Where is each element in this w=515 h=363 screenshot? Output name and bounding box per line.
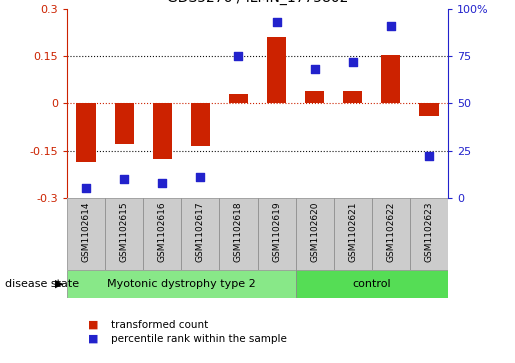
Bar [419,103,439,116]
Bar [181,198,219,270]
Bar [67,198,105,270]
Bar [296,270,448,298]
Text: GSM1102620: GSM1102620 [310,201,319,262]
Point [234,53,243,59]
Bar [382,55,401,103]
Bar [114,103,134,144]
Bar [372,198,410,270]
Text: disease state: disease state [5,279,79,289]
Point [196,174,204,180]
Point [425,154,433,159]
Bar [67,270,296,298]
Bar [296,198,334,270]
Point [82,185,90,191]
Title: GDS5276 / ILMN_1775802: GDS5276 / ILMN_1775802 [167,0,348,5]
Bar [76,103,96,162]
Bar [143,198,181,270]
Text: ■: ■ [88,334,98,344]
Point [311,66,319,72]
Bar [258,198,296,270]
Bar [267,37,286,103]
Text: GSM1102616: GSM1102616 [158,201,167,262]
Bar [334,198,372,270]
Bar [410,198,448,270]
Text: ▶: ▶ [55,279,63,289]
Bar [219,198,258,270]
Text: GSM1102615: GSM1102615 [119,201,129,262]
Point [387,23,395,29]
Bar [191,103,210,146]
Point [158,180,166,185]
Point [349,59,357,65]
Bar [153,103,172,159]
Text: control: control [352,279,391,289]
Bar [105,198,143,270]
Text: GSM1102617: GSM1102617 [196,201,205,262]
Point [272,19,281,25]
Text: GSM1102622: GSM1102622 [386,201,396,262]
Text: ■: ■ [88,320,98,330]
Text: Myotonic dystrophy type 2: Myotonic dystrophy type 2 [107,279,255,289]
Text: GSM1102623: GSM1102623 [424,201,434,262]
Bar [229,94,248,103]
Text: transformed count: transformed count [111,320,208,330]
Text: GSM1102619: GSM1102619 [272,201,281,262]
Text: GSM1102618: GSM1102618 [234,201,243,262]
Text: GSM1102621: GSM1102621 [348,201,357,262]
Point [120,176,128,182]
Bar [305,91,324,103]
Text: GSM1102614: GSM1102614 [81,201,91,262]
Text: percentile rank within the sample: percentile rank within the sample [111,334,287,344]
Bar [344,91,363,103]
